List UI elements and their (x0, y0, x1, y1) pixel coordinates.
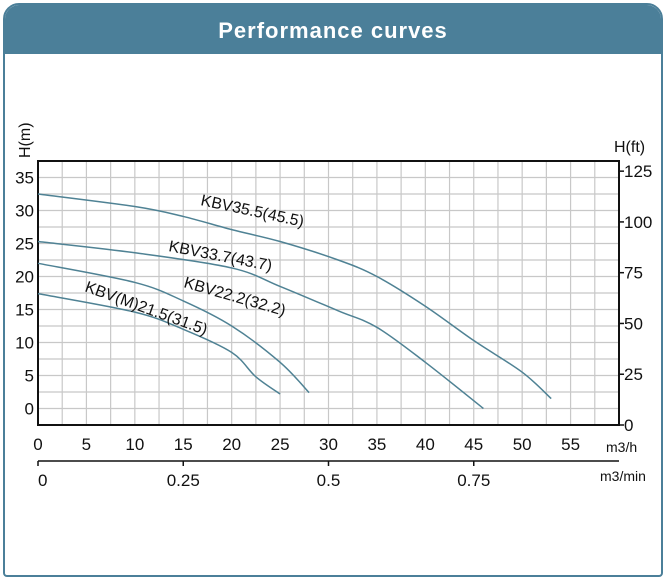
y-right-tick-label: 75 (624, 264, 643, 283)
y-right-tick-label: 25 (624, 365, 643, 384)
x-tick-label: 0 (33, 435, 42, 454)
x-tick-label: 35 (367, 435, 386, 454)
y-axis-label: H(m) (17, 122, 34, 158)
x-tick-label: 15 (174, 435, 193, 454)
x-secondary-tick-label: 0.75 (457, 471, 490, 490)
x-tick-label: 55 (561, 435, 580, 454)
curve-kbv22-2-32-2- (37, 262, 310, 394)
curve-label: KBV22.2(32.2) (182, 275, 288, 320)
x-tick-label: 25 (271, 435, 290, 454)
x-secondary-tick-label: 0 (38, 471, 47, 490)
x-tick-label: 30 (319, 435, 338, 454)
chart-title: Performance curves (5, 5, 661, 54)
x-secondary-axis-label: m3/min (600, 468, 646, 484)
x-tick-label: 50 (513, 435, 532, 454)
y-tick-label: 20 (15, 268, 34, 287)
y-tick-label: 5 (25, 367, 34, 386)
y-right-tick-label: 50 (624, 314, 643, 333)
y-right-axis-label: H(ft) (614, 139, 645, 156)
y-tick-label: 10 (15, 334, 34, 353)
y-tick-label: 0 (25, 400, 34, 419)
x-secondary-tick-label: 0.25 (167, 471, 200, 490)
y-right-tick-label: 0 (624, 416, 633, 435)
x-tick-label: 40 (416, 435, 435, 454)
x-tick-label: 20 (222, 435, 241, 454)
x-tick-label: 10 (125, 435, 144, 454)
curve-kbv33-7-43-7- (37, 240, 484, 410)
y-tick-label: 15 (15, 301, 34, 320)
y-right-tick-label: 125 (624, 162, 652, 181)
chart-panel: Performance curves (3, 3, 663, 577)
y-tick-label: 35 (15, 169, 34, 188)
x-secondary-tick-label: 0.5 (317, 471, 341, 490)
curve-kbv35-5-45-5- (37, 193, 552, 400)
x-tick-label: 5 (82, 435, 91, 454)
y-right-tick-label: 100 (624, 213, 652, 232)
x-tick-label: 45 (464, 435, 483, 454)
x-axis-label: m3/h (606, 439, 637, 455)
curve-kbv-m-21-5-31-5- (37, 292, 281, 395)
y-tick-label: 25 (15, 235, 34, 254)
plot-frame (37, 160, 620, 426)
y-tick-label: 30 (15, 202, 34, 221)
